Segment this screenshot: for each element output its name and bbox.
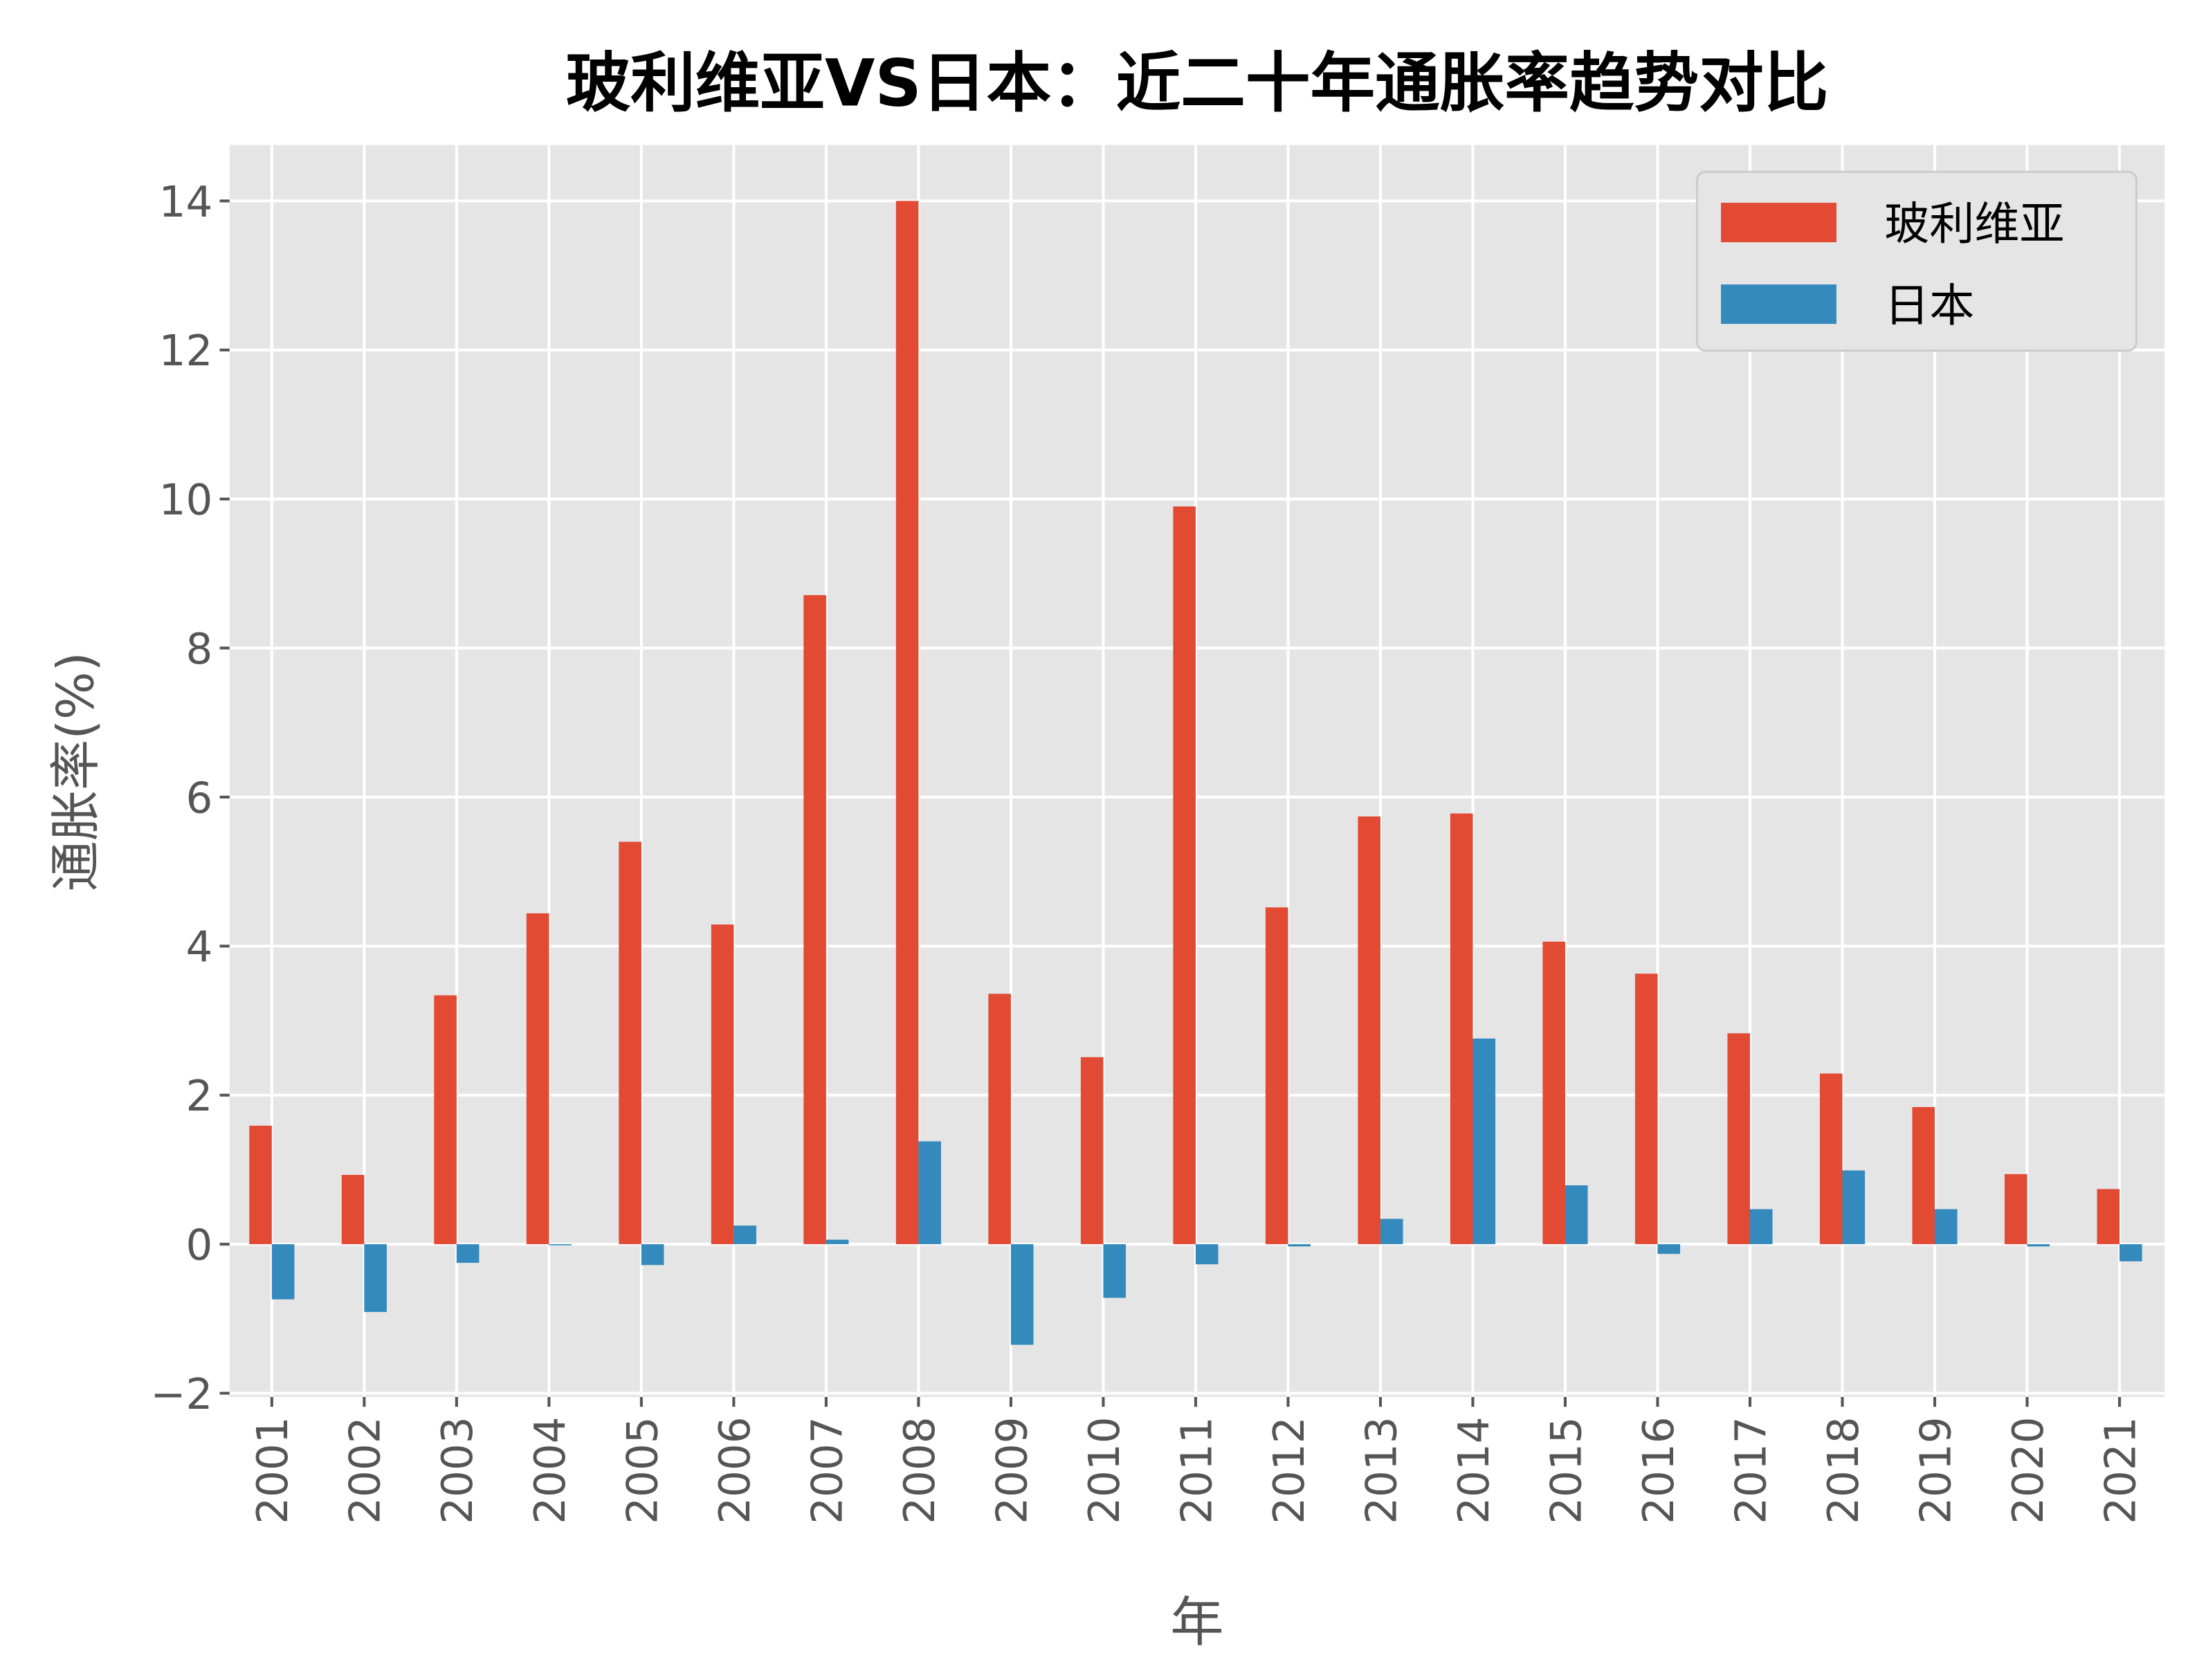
bar-japan-2010 [1103,1244,1126,1298]
y-tick-label: −2 [150,1370,212,1419]
x-tick-label: 2007 [803,1416,852,1524]
x-tick-label: 2021 [2096,1416,2145,1524]
bar-bolivia-2011 [1173,506,1196,1245]
x-tick-label: 2009 [987,1416,1037,1524]
x-tick-label: 2011 [1172,1416,1221,1524]
x-tick-label: 2015 [1542,1416,1591,1524]
chart-title: 玻利维亚VS日本：近二十年通胀率趋势对比 [566,46,1829,122]
bar-bolivia-2015 [1542,941,1565,1245]
x-tick-label: 2003 [433,1416,482,1524]
bar-japan-2001 [271,1244,295,1299]
bar-bolivia-2018 [1819,1073,1843,1245]
bar-bolivia-2020 [2004,1174,2027,1245]
bar-bolivia-2021 [2097,1189,2120,1245]
bar-bolivia-2001 [249,1125,272,1245]
x-tick-label: 2012 [1265,1416,1314,1524]
bar-bolivia-2016 [1634,974,1658,1245]
bar-japan-2018 [1842,1170,1866,1245]
y-tick-label: 4 [186,923,213,972]
bar-bolivia-2009 [988,994,1011,1245]
y-tick-label: 0 [186,1221,213,1270]
bar-japan-2017 [1749,1209,1773,1245]
bar-bolivia-2007 [803,595,826,1245]
x-tick-label: 2020 [2004,1416,2053,1524]
x-tick-label: 2014 [1450,1416,1499,1524]
bar-japan-2013 [1380,1218,1403,1245]
x-tick-label: 2018 [1819,1416,1868,1524]
bar-bolivia-2012 [1265,907,1288,1245]
bar-bolivia-2005 [619,841,641,1245]
bar-japan-2007 [826,1239,849,1245]
x-tick-label: 2001 [248,1416,298,1524]
legend-swatch-japan [1721,284,1836,325]
bar-japan-2009 [1010,1244,1034,1345]
x-tick-label: 2019 [1911,1416,1960,1524]
bar-japan-2002 [364,1244,387,1313]
x-tick-label: 2005 [618,1416,667,1524]
bar-japan-2012 [1288,1244,1311,1247]
bar-bolivia-2006 [711,924,734,1245]
x-tick-label: 2017 [1726,1416,1776,1524]
x-tick-label: 2006 [711,1416,760,1524]
legend-swatch-bolivia [1721,203,1836,243]
x-ticks: 2001 2002 2003 2004 2005 2006 2007 2008 2009 2010… [248,1396,2145,1524]
bar-japan-2011 [1195,1244,1219,1265]
x-tick-label: 2016 [1634,1416,1684,1524]
bar-bolivia-2017 [1727,1033,1750,1245]
bar-japan-2003 [456,1244,480,1263]
y-tick-label: 10 [159,476,213,525]
bar-bolivia-2004 [526,913,549,1245]
bar-japan-2014 [1473,1038,1496,1245]
bar-bolivia-2003 [434,995,457,1245]
bar-bolivia-2014 [1450,813,1473,1245]
y-tick-label: 14 [159,178,213,227]
y-axis-label: 通胀率(%) [46,652,105,892]
legend-label-bolivia: 玻利维亚 [1884,199,2064,250]
y-tick-label: 6 [186,774,213,823]
x-tick-label: 2010 [1080,1416,1129,1524]
bar-japan-2021 [2119,1244,2142,1261]
bar-japan-2006 [733,1225,756,1245]
bar-japan-2019 [1935,1209,1958,1245]
bar-bolivia-2019 [1912,1106,1935,1245]
y-tick-label: 8 [186,625,213,674]
bar-japan-2004 [549,1244,572,1245]
x-tick-label: 2004 [526,1416,575,1524]
legend-label-japan: 日本 [1884,280,1974,332]
y-tick-label: 2 [186,1072,213,1121]
bar-bolivia-2002 [341,1174,365,1245]
legend: 玻利维亚 日本 [1695,170,2137,352]
bar-bolivia-2010 [1080,1057,1104,1245]
y-tick-label: 12 [159,327,213,376]
bar-japan-2016 [1657,1244,1681,1254]
bars [249,201,2142,1345]
x-tick-label: 2013 [1357,1416,1406,1524]
x-axis-label: 年 [1170,1591,1223,1654]
bar-japan-2020 [2027,1244,2050,1247]
x-tick-label: 2008 [895,1416,945,1524]
bar-bolivia-2008 [895,201,919,1245]
y-ticks: −2 0 2 4 6 8 10 12 14 [150,178,230,1419]
bar-japan-2015 [1565,1185,1588,1245]
bar-bolivia-2013 [1358,816,1380,1245]
bar-japan-2008 [918,1141,941,1245]
x-tick-label: 2002 [341,1416,390,1524]
bar-japan-2005 [641,1244,664,1266]
